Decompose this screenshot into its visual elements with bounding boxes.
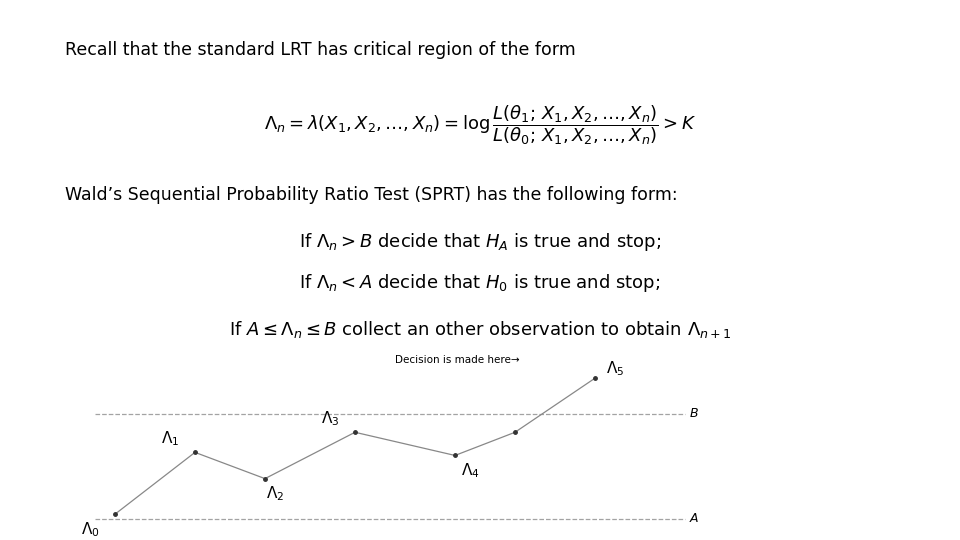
Text: A: A <box>690 512 699 525</box>
Text: Wald’s Sequential Probability Ratio Test (SPRT) has the following form:: Wald’s Sequential Probability Ratio Test… <box>65 186 678 204</box>
Text: B: B <box>690 407 699 420</box>
Text: $\Lambda_3$: $\Lambda_3$ <box>321 409 339 428</box>
Text: If $A \leq \Lambda_n \leq B$ collect an other observation to obtain $\Lambda_{n+: If $A \leq \Lambda_n \leq B$ collect an … <box>228 320 732 341</box>
Text: $\Lambda_1$: $\Lambda_1$ <box>161 429 180 448</box>
Text: $\Lambda_5$: $\Lambda_5$ <box>606 360 624 378</box>
Text: $\Lambda_0$: $\Lambda_0$ <box>81 520 99 539</box>
Text: If $\Lambda_n < A$ decide that $H_0$ is true and stop;: If $\Lambda_n < A$ decide that $H_0$ is … <box>300 272 660 294</box>
Text: $\Lambda_4$: $\Lambda_4$ <box>461 462 479 480</box>
Text: $\Lambda_2$: $\Lambda_2$ <box>266 485 284 503</box>
Text: Decision is made here→: Decision is made here→ <box>395 355 519 365</box>
Text: Recall that the standard LRT has critical region of the form: Recall that the standard LRT has critica… <box>65 41 576 59</box>
Text: $\Lambda_n = \lambda(X_1, X_2, \ldots, X_n) = \log \dfrac{L(\theta_1;\, X_1, X_2: $\Lambda_n = \lambda(X_1, X_2, \ldots, X… <box>264 103 696 147</box>
Text: If $\Lambda_n > B$ decide that $H_A$ is true and stop;: If $\Lambda_n > B$ decide that $H_A$ is … <box>299 231 661 253</box>
